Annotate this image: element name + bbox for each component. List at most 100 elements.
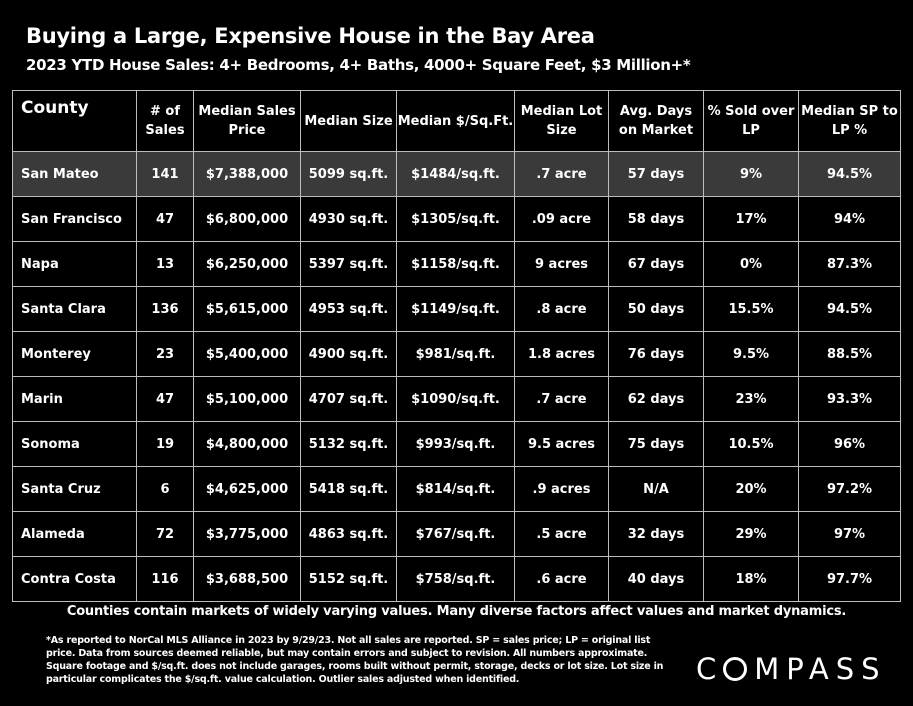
table-cell: $5,615,000: [193, 286, 301, 332]
table-cell: .9 acres: [514, 466, 609, 512]
table-cell: 15.5%: [703, 286, 799, 332]
table-row: Alameda 72 $3,775,000 4863 sq.ft. $767/sq.ft…: [12, 511, 901, 557]
table-cell: .6 acre: [514, 556, 609, 602]
table-cell: 97.2%: [798, 466, 901, 512]
table-row: Santa Cruz 6 $4,625,000 5418 sq.ft. $814/sq.…: [12, 466, 901, 512]
compass-logo: C MPASS: [696, 652, 887, 686]
county-name-cell: Santa Cruz: [12, 466, 137, 512]
table-cell: 4863 sq.ft.: [300, 511, 397, 557]
table-cell: 94.5%: [798, 286, 901, 332]
table-cell: 23: [136, 331, 194, 377]
table-cell: $5,400,000: [193, 331, 301, 377]
table-cell: 32 days: [608, 511, 704, 557]
column-header: Median Lot Size: [514, 90, 609, 152]
table-cell: 94%: [798, 196, 901, 242]
table-row: Marin 47 $5,100,000 4707 sq.ft. $1090/sq.ft.…: [12, 376, 901, 422]
county-name-cell: Marin: [12, 376, 137, 422]
table-cell: 4707 sq.ft.: [300, 376, 397, 422]
table-cell: $7,388,000: [193, 151, 301, 197]
table-cell: 97%: [798, 511, 901, 557]
table-cell: N/A: [608, 466, 704, 512]
table-row: Santa Clara 136 $5,615,000 4953 sq.ft. $1149…: [12, 286, 901, 332]
table-cell: 141: [136, 151, 194, 197]
table-cell: 9.5 acres: [514, 421, 609, 467]
table-cell: $3,775,000: [193, 511, 301, 557]
table-cell: 18%: [703, 556, 799, 602]
table-cell: 116: [136, 556, 194, 602]
table-cell: 67 days: [608, 241, 704, 287]
table-cell: 94.5%: [798, 151, 901, 197]
table-cell: $1484/sq.ft.: [396, 151, 515, 197]
table-cell: $981/sq.ft.: [396, 331, 515, 377]
table-cell: $1149/sq.ft.: [396, 286, 515, 332]
table-cell: 23%: [703, 376, 799, 422]
table-cell: $993/sq.ft.: [396, 421, 515, 467]
table-cell: 72: [136, 511, 194, 557]
table-cell: 96%: [798, 421, 901, 467]
table-cell: 19: [136, 421, 194, 467]
table-cell: 93.3%: [798, 376, 901, 422]
table-cell: 20%: [703, 466, 799, 512]
table-cell: 4930 sq.ft.: [300, 196, 397, 242]
table-cell: 10.5%: [703, 421, 799, 467]
table-header-row: County # of Sales Median Sales Price Median…: [12, 90, 901, 152]
table-cell: 40 days: [608, 556, 704, 602]
table-cell: 50 days: [608, 286, 704, 332]
county-name-cell: Monterey: [12, 331, 137, 377]
table-cell: $3,688,500: [193, 556, 301, 602]
table-cell: 58 days: [608, 196, 704, 242]
table-cell: 0%: [703, 241, 799, 287]
table-cell: 9 acres: [514, 241, 609, 287]
column-header: % Sold over LP: [703, 90, 799, 152]
table-cell: $814/sq.ft.: [396, 466, 515, 512]
table-cell: 9.5%: [703, 331, 799, 377]
table-cell: $1158/sq.ft.: [396, 241, 515, 287]
table-cell: 76 days: [608, 331, 704, 377]
footnote: *As reported to NorCal MLS Alliance in 2…: [46, 635, 664, 685]
table-cell: 47: [136, 196, 194, 242]
table-cell: $1305/sq.ft.: [396, 196, 515, 242]
table-cell: 5397 sq.ft.: [300, 241, 397, 287]
table-cell: $6,250,000: [193, 241, 301, 287]
table-cell: 97.7%: [798, 556, 901, 602]
table-cell: 5132 sq.ft.: [300, 421, 397, 467]
table-cell: $767/sq.ft.: [396, 511, 515, 557]
table-cell: 5099 sq.ft.: [300, 151, 397, 197]
table-cell: 6: [136, 466, 194, 512]
table-cell: .5 acre: [514, 511, 609, 557]
table-cell: $4,800,000: [193, 421, 301, 467]
column-header: Median SP to LP %: [798, 90, 901, 152]
table-cell: 4900 sq.ft.: [300, 331, 397, 377]
page-title: Buying a Large, Expensive House in the B…: [26, 24, 595, 48]
table-cell: .09 acre: [514, 196, 609, 242]
table-row: San Francisco 47 $6,800,000 4930 sq.ft. $130…: [12, 196, 901, 242]
table-cell: $4,625,000: [193, 466, 301, 512]
column-header: Median Size: [300, 90, 397, 152]
table-row: Monterey 23 $5,400,000 4900 sq.ft. $981/sq.f…: [12, 331, 901, 377]
table-cell: $1090/sq.ft.: [396, 376, 515, 422]
table-cell: $6,800,000: [193, 196, 301, 242]
county-name-cell: Napa: [12, 241, 137, 287]
table-cell: 62 days: [608, 376, 704, 422]
table-row: Sonoma 19 $4,800,000 5132 sq.ft. $993/sq.ft.…: [12, 421, 901, 467]
county-name-cell: Santa Clara: [12, 286, 137, 332]
table-cell: 47: [136, 376, 194, 422]
table-row: Contra Costa 116 $3,688,500 5152 sq.ft. $758…: [12, 556, 901, 602]
logo-o-ring: [723, 657, 748, 681]
table-cell: 17%: [703, 196, 799, 242]
county-name-cell: Alameda: [12, 511, 137, 557]
table-cell: .7 acre: [514, 151, 609, 197]
footer-note: Counties contain markets of widely varyi…: [66, 604, 847, 619]
table-cell: 57 days: [608, 151, 704, 197]
table-cell: .8 acre: [514, 286, 609, 332]
table-cell: $5,100,000: [193, 376, 301, 422]
table-cell: 87.3%: [798, 241, 901, 287]
county-name-cell: Sonoma: [12, 421, 137, 467]
table-row: San Mateo 141 $7,388,000 5099 sq.ft. $1484/s…: [12, 151, 901, 197]
column-header: Median $/Sq.Ft.: [396, 90, 515, 152]
column-header: Median Sales Price: [193, 90, 301, 152]
page-subtitle: 2023 YTD House Sales: 4+ Bedrooms, 4+ Ba…: [26, 56, 691, 74]
table-cell: 9%: [703, 151, 799, 197]
table-cell: 88.5%: [798, 331, 901, 377]
table-cell: 136: [136, 286, 194, 332]
